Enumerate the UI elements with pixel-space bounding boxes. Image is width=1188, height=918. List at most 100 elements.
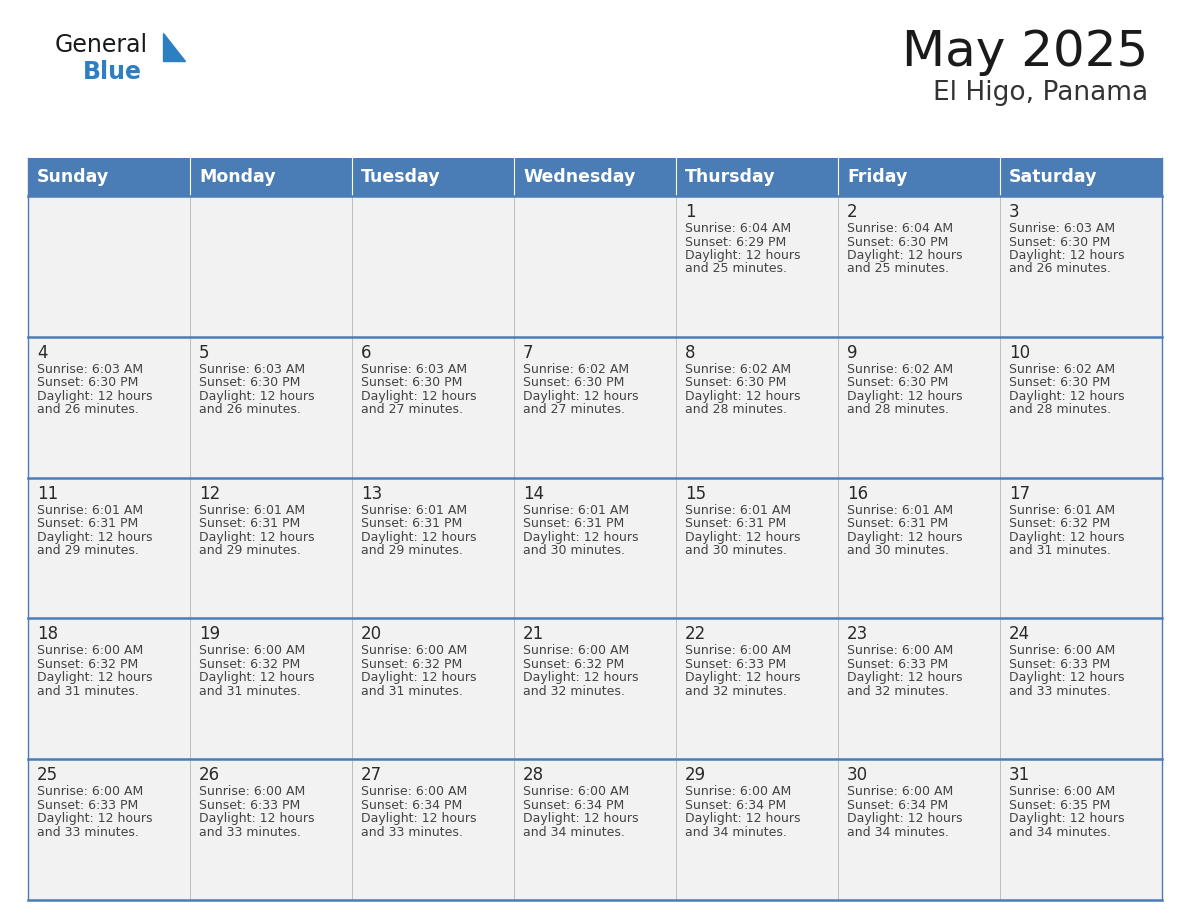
Text: and 28 minutes.: and 28 minutes. — [685, 403, 786, 416]
Bar — [190, 337, 352, 477]
Text: Daylight: 12 hours: Daylight: 12 hours — [685, 671, 801, 685]
Text: General: General — [55, 33, 148, 57]
Text: Sunset: 6:32 PM: Sunset: 6:32 PM — [523, 658, 624, 671]
Text: and 27 minutes.: and 27 minutes. — [523, 403, 625, 416]
Text: Sunset: 6:31 PM: Sunset: 6:31 PM — [847, 517, 948, 530]
Text: and 29 minutes.: and 29 minutes. — [37, 544, 139, 557]
Text: 21: 21 — [523, 625, 544, 644]
Text: Daylight: 12 hours: Daylight: 12 hours — [361, 671, 476, 685]
Text: Daylight: 12 hours: Daylight: 12 hours — [1009, 390, 1125, 403]
Text: 8: 8 — [685, 344, 695, 362]
Text: and 33 minutes.: and 33 minutes. — [37, 825, 139, 839]
Text: Daylight: 12 hours: Daylight: 12 hours — [200, 390, 315, 403]
Text: Daylight: 12 hours: Daylight: 12 hours — [361, 531, 476, 543]
Text: 10: 10 — [1009, 344, 1030, 362]
Text: Daylight: 12 hours: Daylight: 12 hours — [847, 390, 962, 403]
Text: Sunrise: 6:00 AM: Sunrise: 6:00 AM — [200, 785, 305, 798]
Bar — [514, 759, 676, 900]
Text: Daylight: 12 hours: Daylight: 12 hours — [685, 390, 801, 403]
Text: Sunrise: 6:03 AM: Sunrise: 6:03 AM — [1009, 222, 1116, 235]
Bar — [838, 477, 1000, 619]
Text: and 34 minutes.: and 34 minutes. — [685, 825, 786, 839]
Text: Daylight: 12 hours: Daylight: 12 hours — [200, 531, 315, 543]
Text: Sunset: 6:33 PM: Sunset: 6:33 PM — [37, 799, 138, 812]
Text: 14: 14 — [523, 485, 544, 502]
Text: and 33 minutes.: and 33 minutes. — [1009, 685, 1111, 698]
Text: Sunset: 6:33 PM: Sunset: 6:33 PM — [847, 658, 948, 671]
Text: Sunset: 6:33 PM: Sunset: 6:33 PM — [685, 658, 786, 671]
Text: Sunrise: 6:04 AM: Sunrise: 6:04 AM — [847, 222, 953, 235]
Text: and 29 minutes.: and 29 minutes. — [200, 544, 301, 557]
Text: 27: 27 — [361, 767, 383, 784]
Text: Sunset: 6:30 PM: Sunset: 6:30 PM — [361, 376, 462, 389]
Text: Sunrise: 6:00 AM: Sunrise: 6:00 AM — [361, 785, 467, 798]
Text: 9: 9 — [847, 344, 858, 362]
Bar — [838, 196, 1000, 337]
Bar — [838, 337, 1000, 477]
Text: Sunset: 6:30 PM: Sunset: 6:30 PM — [847, 376, 948, 389]
Bar — [1000, 619, 1162, 759]
Bar — [29, 759, 190, 900]
Bar — [676, 759, 838, 900]
Text: 19: 19 — [200, 625, 220, 644]
Text: Daylight: 12 hours: Daylight: 12 hours — [37, 531, 152, 543]
Text: and 31 minutes.: and 31 minutes. — [37, 685, 139, 698]
Text: 20: 20 — [361, 625, 383, 644]
Text: and 31 minutes.: and 31 minutes. — [200, 685, 301, 698]
Bar — [352, 196, 514, 337]
Bar — [190, 196, 352, 337]
Text: 17: 17 — [1009, 485, 1030, 502]
Bar — [676, 477, 838, 619]
Bar — [29, 196, 190, 337]
Bar — [1000, 477, 1162, 619]
Bar — [352, 337, 514, 477]
Text: Sunset: 6:34 PM: Sunset: 6:34 PM — [361, 799, 462, 812]
Text: Sunrise: 6:00 AM: Sunrise: 6:00 AM — [37, 644, 144, 657]
Bar — [676, 196, 838, 337]
Text: 29: 29 — [685, 767, 706, 784]
Text: 24: 24 — [1009, 625, 1030, 644]
Text: Sunrise: 6:01 AM: Sunrise: 6:01 AM — [37, 504, 143, 517]
Text: Sunrise: 6:03 AM: Sunrise: 6:03 AM — [200, 363, 305, 375]
Text: Sunset: 6:32 PM: Sunset: 6:32 PM — [1009, 517, 1111, 530]
Text: 28: 28 — [523, 767, 544, 784]
Text: Daylight: 12 hours: Daylight: 12 hours — [523, 671, 638, 685]
Text: Sunday: Sunday — [37, 168, 109, 186]
Bar — [352, 619, 514, 759]
Text: 25: 25 — [37, 767, 58, 784]
Text: Sunset: 6:34 PM: Sunset: 6:34 PM — [847, 799, 948, 812]
Text: Daylight: 12 hours: Daylight: 12 hours — [361, 812, 476, 825]
Text: Daylight: 12 hours: Daylight: 12 hours — [847, 671, 962, 685]
Text: Friday: Friday — [847, 168, 908, 186]
Text: Daylight: 12 hours: Daylight: 12 hours — [523, 812, 638, 825]
Text: 16: 16 — [847, 485, 868, 502]
Bar — [352, 158, 514, 196]
Text: 26: 26 — [200, 767, 220, 784]
Bar — [29, 619, 190, 759]
Text: Sunrise: 6:00 AM: Sunrise: 6:00 AM — [1009, 644, 1116, 657]
Text: and 32 minutes.: and 32 minutes. — [685, 685, 786, 698]
Text: and 28 minutes.: and 28 minutes. — [1009, 403, 1111, 416]
Text: Sunrise: 6:00 AM: Sunrise: 6:00 AM — [523, 644, 630, 657]
Text: Daylight: 12 hours: Daylight: 12 hours — [361, 390, 476, 403]
Bar — [190, 759, 352, 900]
Text: 6: 6 — [361, 344, 372, 362]
Text: Saturday: Saturday — [1009, 168, 1098, 186]
Text: Sunrise: 6:01 AM: Sunrise: 6:01 AM — [361, 504, 467, 517]
Text: and 25 minutes.: and 25 minutes. — [847, 263, 949, 275]
Text: Sunrise: 6:01 AM: Sunrise: 6:01 AM — [1009, 504, 1116, 517]
Text: Daylight: 12 hours: Daylight: 12 hours — [1009, 671, 1125, 685]
Text: Daylight: 12 hours: Daylight: 12 hours — [685, 531, 801, 543]
Text: and 29 minutes.: and 29 minutes. — [361, 544, 463, 557]
Text: Sunrise: 6:02 AM: Sunrise: 6:02 AM — [1009, 363, 1116, 375]
Text: Daylight: 12 hours: Daylight: 12 hours — [200, 671, 315, 685]
Text: Sunrise: 6:02 AM: Sunrise: 6:02 AM — [847, 363, 953, 375]
Bar — [514, 158, 676, 196]
Text: 1: 1 — [685, 203, 696, 221]
Text: Sunrise: 6:00 AM: Sunrise: 6:00 AM — [37, 785, 144, 798]
Text: Sunset: 6:29 PM: Sunset: 6:29 PM — [685, 236, 786, 249]
Text: 12: 12 — [200, 485, 220, 502]
Text: 7: 7 — [523, 344, 533, 362]
Text: Daylight: 12 hours: Daylight: 12 hours — [1009, 812, 1125, 825]
Bar — [190, 477, 352, 619]
